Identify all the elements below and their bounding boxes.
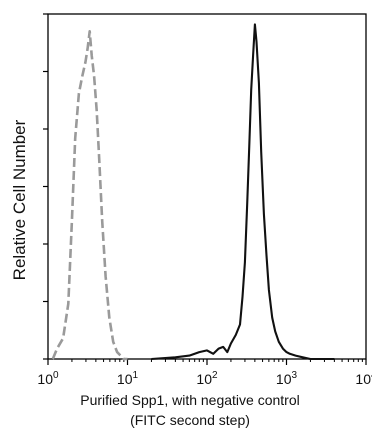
histogram-series-0 — [51, 29, 128, 361]
y-axis-label: Relative Cell Number — [10, 119, 29, 281]
x-tick-label-2: 102 — [196, 370, 218, 387]
x-tick-label-1: 101 — [117, 370, 139, 387]
plot-frame — [47, 13, 367, 360]
x-axis-label-line1: Purified Spp1, with negative control — [80, 392, 300, 408]
x-tick-label-3: 103 — [276, 370, 298, 387]
x-axis-label-line2: (FITC second step) — [130, 412, 250, 428]
x-tick-label-4: 104 — [355, 370, 372, 387]
histogram-series-1 — [151, 23, 335, 361]
x-tick-label-0: 100 — [37, 370, 59, 387]
